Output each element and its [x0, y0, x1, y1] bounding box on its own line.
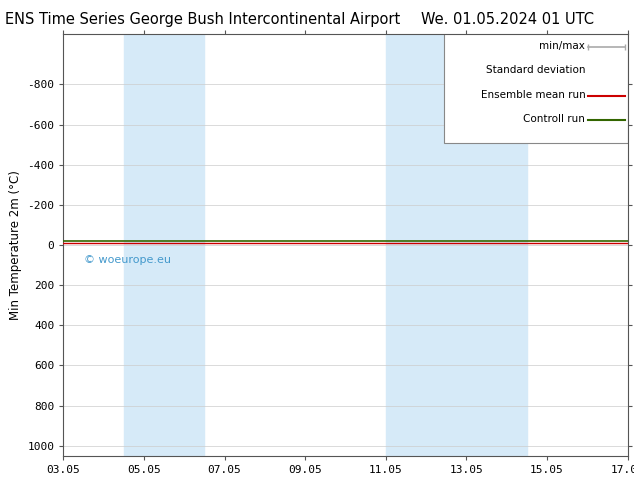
Text: We. 01.05.2024 01 UTC: We. 01.05.2024 01 UTC: [421, 12, 593, 27]
Bar: [446, 34, 527, 456]
Bar: [124, 34, 204, 456]
Text: min/max: min/max: [540, 41, 585, 50]
FancyBboxPatch shape: [588, 69, 625, 78]
Bar: [386, 34, 446, 456]
Text: Controll run: Controll run: [524, 114, 585, 124]
Text: ENS Time Series George Bush Intercontinental Airport: ENS Time Series George Bush Intercontine…: [5, 12, 401, 27]
Text: Standard deviation: Standard deviation: [486, 65, 585, 75]
FancyBboxPatch shape: [444, 28, 628, 143]
Text: © woeurope.eu: © woeurope.eu: [84, 255, 171, 265]
Y-axis label: Min Temperature 2m (°C): Min Temperature 2m (°C): [9, 170, 22, 320]
Text: Ensemble mean run: Ensemble mean run: [481, 90, 585, 99]
